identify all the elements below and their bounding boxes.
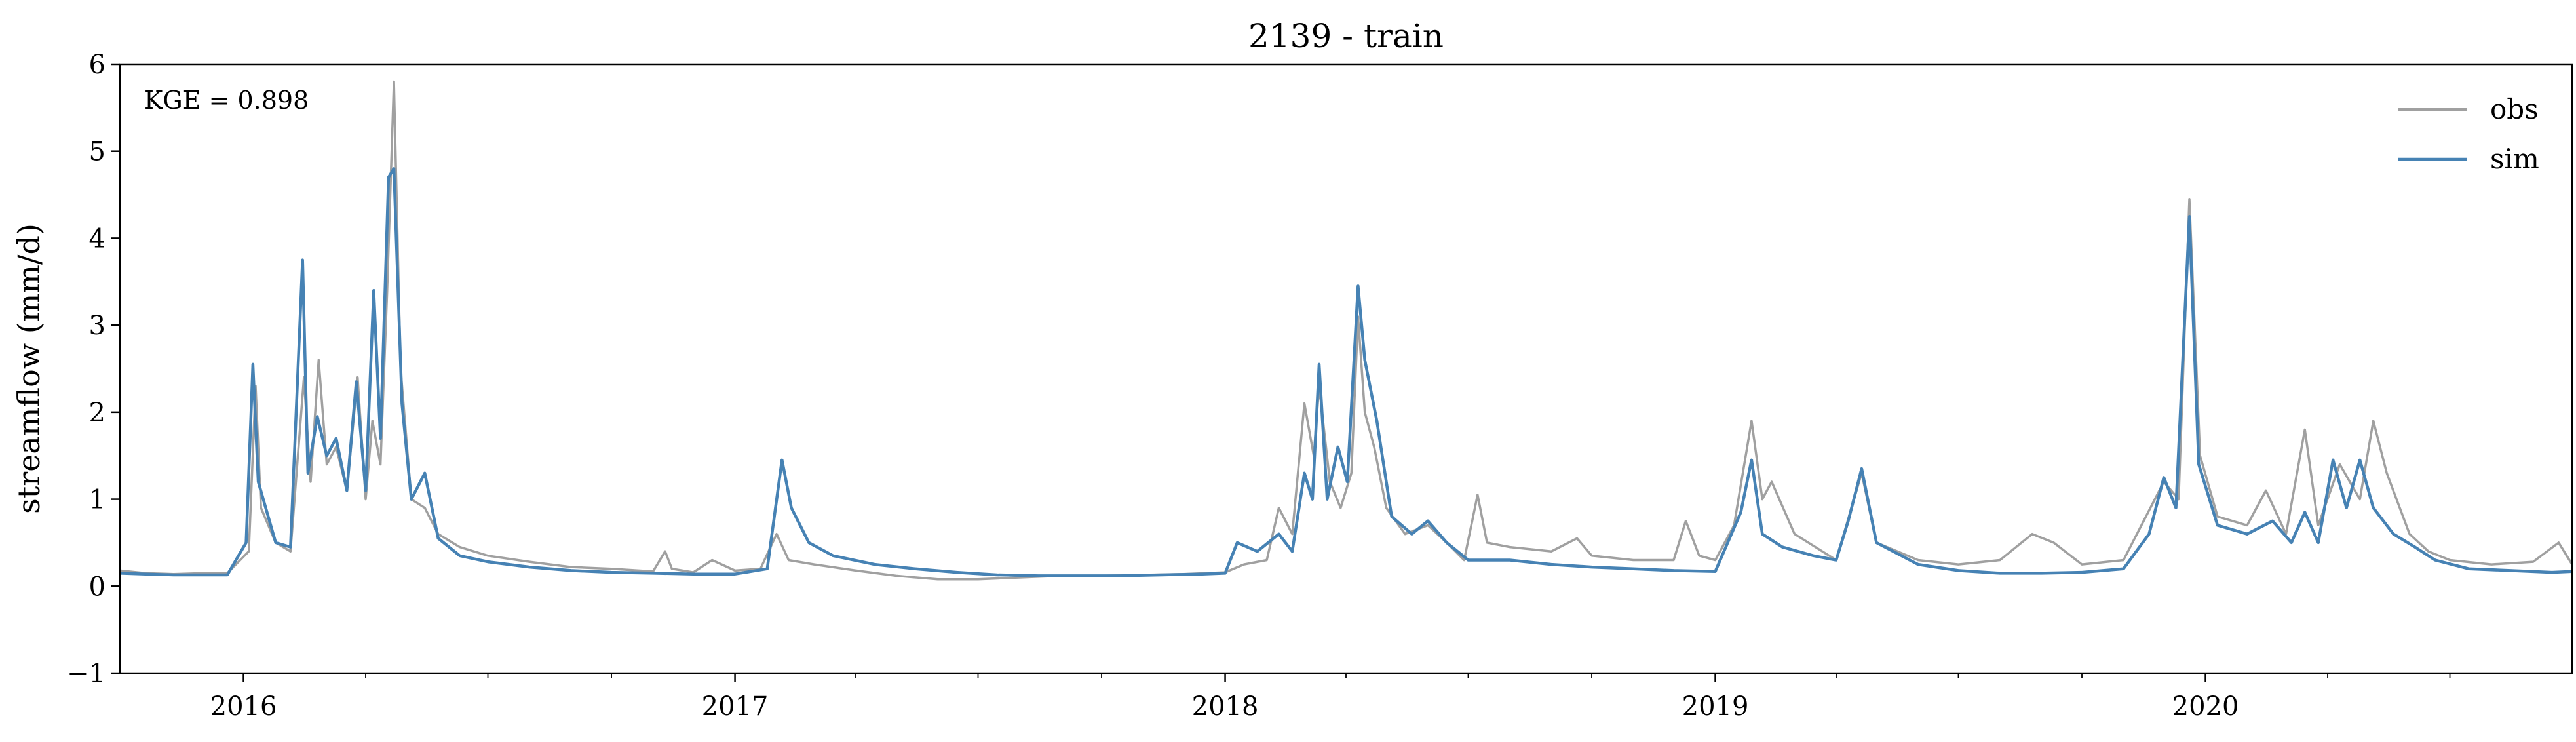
x-tick-label: 2018 bbox=[1192, 692, 1259, 722]
y-tick-label: 0 bbox=[89, 572, 106, 602]
legend-sim-label: sim bbox=[2490, 143, 2539, 175]
y-axis: −1 0 1 2 3 4 5 6 bbox=[67, 50, 120, 689]
y-tick-label: 4 bbox=[89, 224, 106, 254]
series-sim-line bbox=[120, 167, 2572, 577]
y-tick-label: 1 bbox=[89, 485, 106, 515]
x-axis: 2016 2017 2018 2019 2020 bbox=[210, 673, 2451, 722]
x-tick-label: 2016 bbox=[210, 692, 277, 722]
y-tick-label: −1 bbox=[67, 659, 106, 689]
kge-annotation: KGE = 0.898 bbox=[144, 86, 309, 115]
y-tick-label: 3 bbox=[89, 311, 106, 341]
series-obs-line bbox=[120, 80, 2572, 581]
y-tick-label: 2 bbox=[89, 398, 106, 428]
legend: obs sim bbox=[2398, 93, 2539, 175]
series-layer bbox=[120, 80, 2572, 581]
x-tick-label: 2017 bbox=[702, 692, 769, 722]
y-tick-label: 5 bbox=[89, 137, 106, 167]
chart-title: 2139 - train bbox=[1248, 17, 1444, 55]
y-tick-label: 6 bbox=[89, 50, 106, 80]
plot-frame bbox=[119, 63, 2573, 674]
x-tick-label: 2019 bbox=[1682, 692, 1749, 722]
legend-obs-label: obs bbox=[2490, 93, 2539, 125]
y-axis-title: streamflow (mm/d) bbox=[11, 224, 47, 514]
x-tick-label: 2020 bbox=[2172, 692, 2239, 722]
